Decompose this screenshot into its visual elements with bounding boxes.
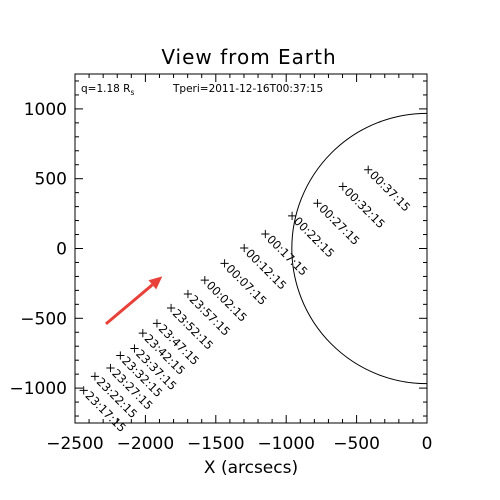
x-axis-ticks: −2500 −2000 −1500 −1000 −500 0 [46, 74, 432, 454]
data-points: ×23:17:15×23:22:15×23:27:15×23:32:15×23:… [76, 161, 414, 435]
x-tick-label: −2500 [46, 434, 104, 454]
arrow-shaft [105, 283, 154, 326]
y-axis-ticks: 1000 500 0 −500 −1000 [9, 80, 427, 417]
sun-limb-circle [291, 112, 427, 385]
tperi-annotation: Tperi=2011-12-16T00:37:15 [172, 83, 323, 95]
x-tick-label: −1500 [187, 434, 245, 454]
y-tick-label: 1000 [24, 100, 67, 120]
sun-limb-group [291, 112, 427, 385]
x-tick-label: 0 [422, 434, 433, 454]
x-tick-label: −500 [333, 434, 380, 454]
y-tick-label: 0 [56, 240, 67, 260]
x-axis-label: X (arcsecs) [204, 458, 298, 478]
arrow-head [148, 276, 163, 290]
y-tick-label: 500 [35, 170, 67, 190]
chart-title: View from Earth [161, 45, 336, 69]
x-tick-label: −1000 [257, 434, 315, 454]
q-annotation: q=1.18 Rs [81, 83, 134, 97]
y-tick-label: −1000 [9, 379, 67, 399]
y-tick-label: −500 [20, 309, 67, 329]
arrow-annotation [105, 276, 163, 326]
x-tick-label: −2000 [117, 434, 175, 454]
